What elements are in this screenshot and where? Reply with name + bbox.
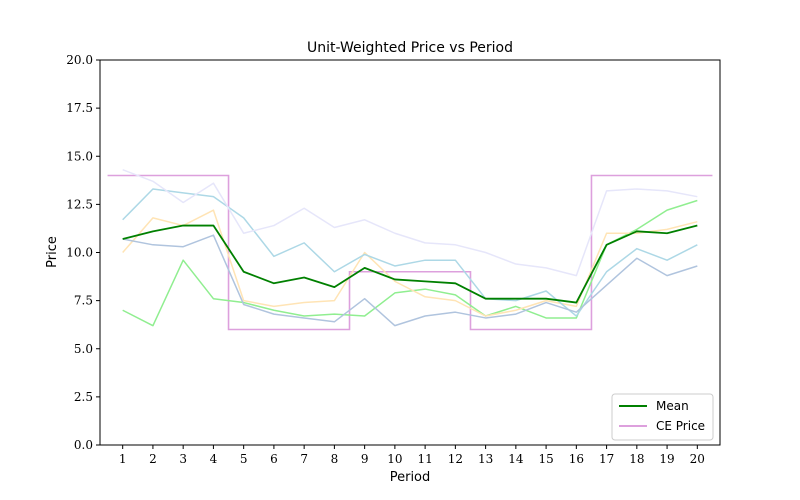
y-tick-label: 2.5 [74,390,93,404]
x-tick-label: 14 [508,452,524,466]
x-tick-label: 15 [538,452,553,466]
x-tick-label: 10 [387,452,402,466]
y-tick-label: 10.0 [66,246,93,260]
x-tick-label: 11 [417,452,432,466]
legend: Mean CE Price [611,393,714,441]
legend-label-mean: Mean [656,399,689,413]
x-tick-label: 17 [599,452,614,466]
plot-frame [99,59,721,446]
x-tick-label: 20 [690,452,705,466]
x-tick-label: 4 [210,452,218,466]
x-tick-label: 16 [569,452,584,466]
series-line-mean [122,224,698,304]
x-tick-label: 6 [270,452,278,466]
x-tick-label: 19 [659,452,674,466]
y-tick-label: 7.5 [74,294,93,308]
series-line-2 [122,209,698,317]
x-tick-label: 1 [119,452,127,466]
x-tick-label: 8 [331,452,339,466]
y-tick-label: 17.5 [66,101,93,115]
y-tick-label: 20.0 [66,53,93,67]
x-tick-label: 9 [361,452,369,466]
x-axis-ticks: 1 2 3 4 5 6 7 8 9 10 11 12 13 14 15 16 17 18 19 20 [119,445,705,466]
x-tick-label: 2 [149,452,157,466]
series-line-1 [122,199,698,327]
series-line-4 [122,169,698,277]
series-line-5 [122,234,698,327]
y-tick-label: 12.5 [66,197,93,211]
x-tick-label: 12 [448,452,463,466]
x-tick-label: 13 [478,452,493,466]
y-tick-label: 15.0 [66,149,93,163]
x-tick-label: 3 [179,452,187,466]
chart-title: Unit-Weighted Price vs Period [307,40,513,56]
y-tick-label: 5.0 [74,342,93,356]
y-axis-label: Price [45,236,60,268]
x-tick-label: 18 [629,452,644,466]
ce-price-line [107,174,713,331]
y-tick-label: 0.0 [74,438,93,452]
series-line-3 [122,188,698,317]
x-axis-label: Period [390,470,431,485]
y-axis-ticks: 0.0 2.5 5.0 7.5 10.0 12.5 15.0 17.5 20.0 [66,53,100,452]
x-tick-label: 5 [240,452,248,466]
x-tick-label: 7 [300,452,308,466]
series-layer [107,169,713,331]
legend-label-ce-price: CE Price [656,419,705,433]
